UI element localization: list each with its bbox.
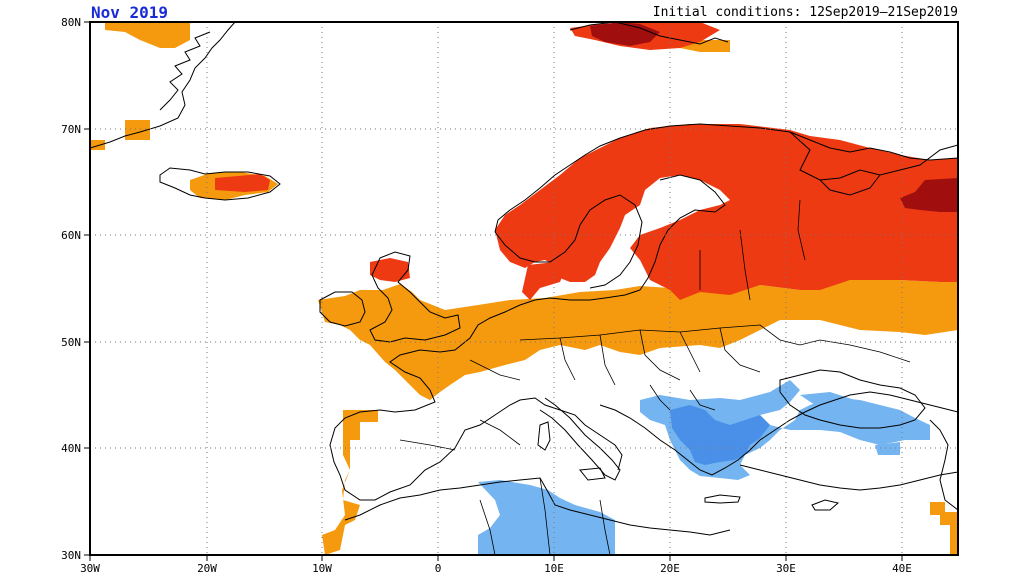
coastline-balkans <box>599 391 958 476</box>
tick-marks <box>84 21 903 561</box>
coastline-sicily <box>579 467 606 481</box>
coastline-crete <box>704 494 741 504</box>
lat-label-70n: 70N <box>61 123 81 136</box>
lon-label-30w: 30W <box>80 562 100 575</box>
coastline-north-africa <box>344 477 731 536</box>
anomaly-scandinavia-strong <box>495 124 958 300</box>
lon-label-0: 0 <box>435 562 442 575</box>
lat-tick-labels: 30N 40N 50N 60N 70N 80N <box>61 16 81 562</box>
coastline-sardinia <box>537 421 551 451</box>
coastline-scandinavia <box>494 123 958 233</box>
anomaly-uk-strong <box>370 258 410 282</box>
coastline-norway-south <box>494 194 643 289</box>
lon-label-10w: 10W <box>312 562 332 575</box>
anomaly-svalbard-extreme <box>590 22 660 46</box>
coastline-black-sea <box>779 369 926 429</box>
lon-label-30e: 30E <box>776 562 796 575</box>
coastline-kola <box>789 131 958 181</box>
lon-label-10e: 10E <box>544 562 564 575</box>
coastline-uk <box>369 251 461 343</box>
coastline-greenland <box>90 22 236 149</box>
border-lines <box>399 199 911 555</box>
anomaly-denmark-strong <box>522 262 565 300</box>
lon-tick-labels: 30W 20W 10W 0 10E 20E 30E 40E <box>80 562 912 575</box>
anomaly-greenland-warm-2 <box>90 140 105 150</box>
lon-label-20e: 20E <box>660 562 680 575</box>
anomaly-iceland-strong <box>215 174 270 192</box>
anomaly-north-africa-cool <box>478 480 615 555</box>
lon-label-20w: 20W <box>197 562 217 575</box>
anomaly-ne-russia-extreme <box>900 178 958 212</box>
coastline-cyprus <box>811 499 840 511</box>
lat-label-30n: 30N <box>61 549 81 562</box>
coastline-greenland-east <box>159 31 211 111</box>
anomaly-east-corner-warm <box>930 502 958 555</box>
initial-conditions-label: Initial conditions: 12Sep2019–21Sep2019 <box>652 5 958 20</box>
anomaly-black-sea-cool <box>800 392 855 405</box>
forecast-month-title: Nov 2019 <box>91 3 169 22</box>
lat-label-60n: 60N <box>61 229 81 242</box>
coastline-svalbard <box>569 22 729 45</box>
coastline-ireland <box>319 291 366 327</box>
anomaly-east-turkey-cool <box>875 442 900 455</box>
anomaly-iberia-warm <box>322 410 378 555</box>
anomaly-greece-cool-strong <box>670 405 770 465</box>
coastline-caspian <box>929 419 958 511</box>
coastline-white-sea <box>819 174 881 196</box>
coastline-continent-west <box>329 299 623 501</box>
lat-label-80n: 80N <box>61 16 81 29</box>
anomaly-west-europe-warm <box>318 280 958 400</box>
coastline-baltic <box>534 174 726 301</box>
lon-label-40e: 40E <box>892 562 912 575</box>
anomaly-greenland-warm-3 <box>125 120 150 140</box>
coastline-turkey <box>739 464 958 491</box>
coastline-iceland <box>159 167 281 201</box>
map-frame <box>89 21 959 556</box>
coastline-layer <box>90 22 958 555</box>
lat-label-50n: 50N <box>61 336 81 349</box>
lat-label-40n: 40N <box>61 442 81 455</box>
anomaly-greenland-warm <box>105 22 190 48</box>
anomaly-layer <box>90 22 958 555</box>
coastline-italy <box>539 397 621 481</box>
